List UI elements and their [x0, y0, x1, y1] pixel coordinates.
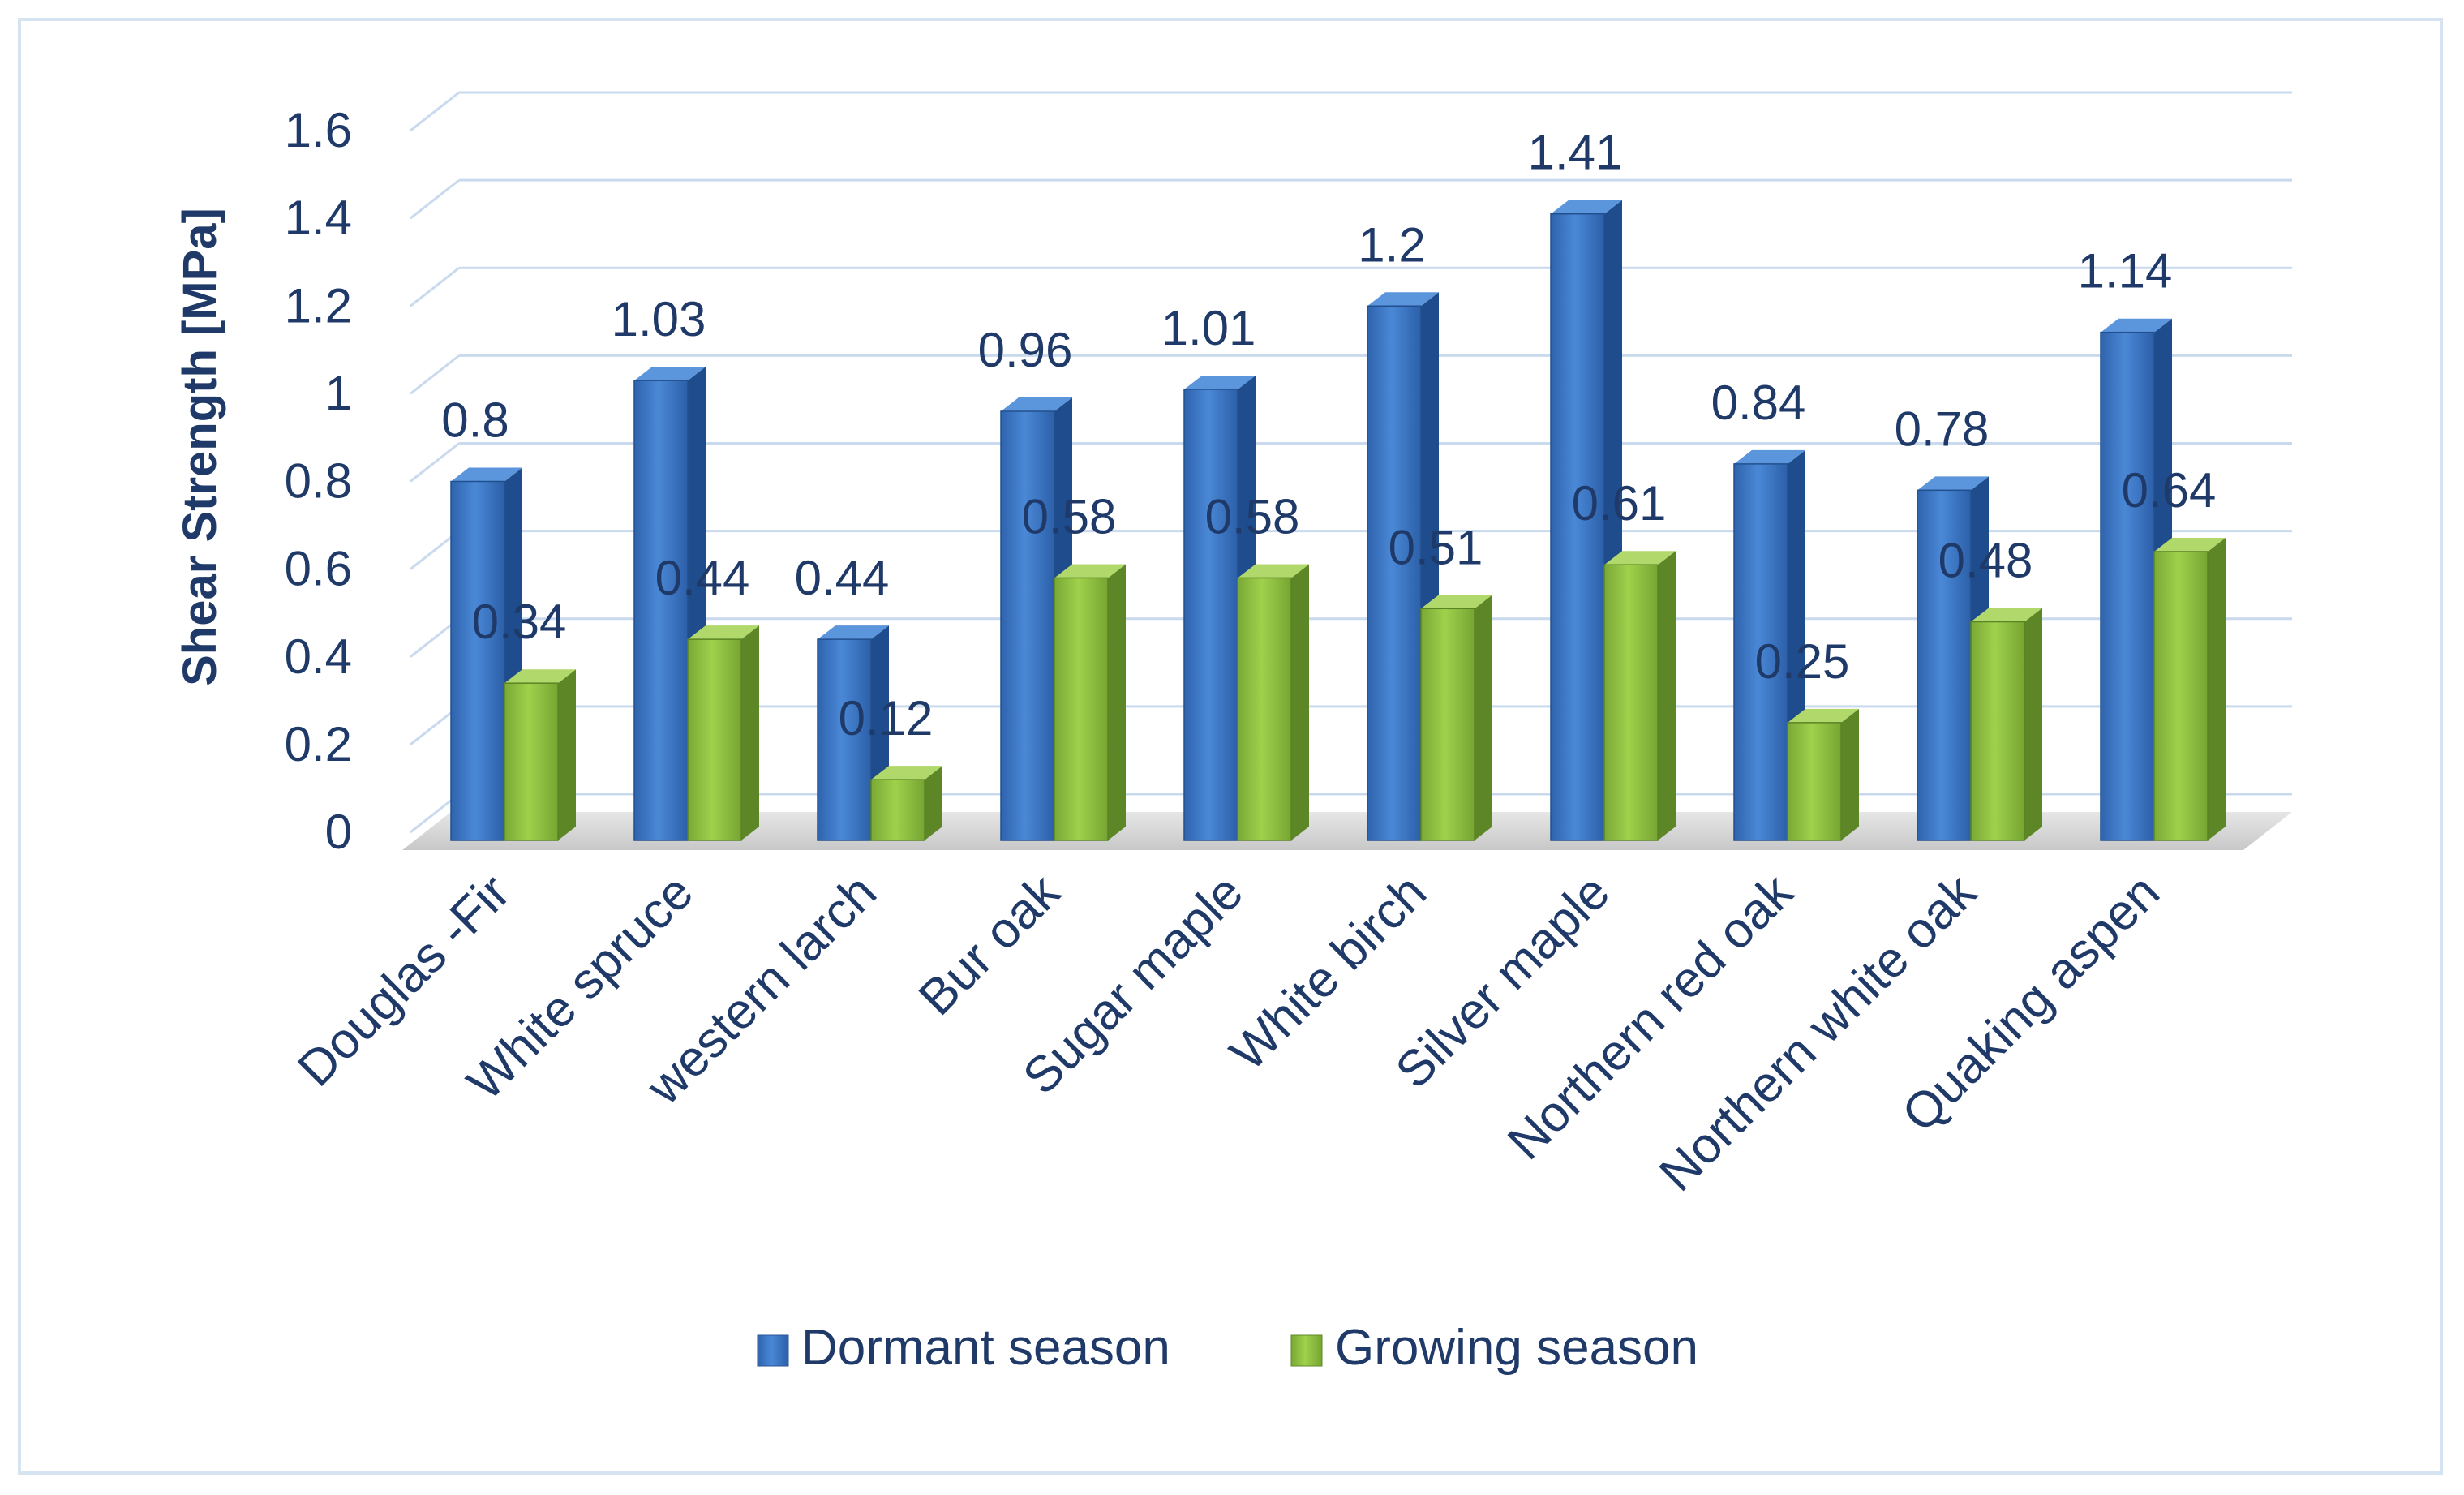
- data-label-dormant: 1.2: [1358, 217, 1425, 272]
- bar-chart: 0 0.2 0.4 0.6 0.8 1 1.2 1.4 1.6 0.8 1.03 0.44 0.96 1…: [21, 21, 2446, 1478]
- x-tick-label: Bur oak: [908, 863, 1071, 1026]
- gridline-side: [410, 180, 459, 218]
- bar-growing[interactable]: [1788, 709, 1859, 840]
- data-label-dormant: 0.78: [1895, 402, 1990, 456]
- bar-front-face: [1604, 565, 1658, 840]
- data-label-dormant: 0.84: [1711, 376, 1806, 430]
- bar-front-face: [1054, 578, 1108, 840]
- y-tick-label: 0.4: [285, 629, 352, 684]
- bar-front-face: [1971, 622, 2024, 841]
- bar-side-face: [1841, 709, 1859, 840]
- data-label-growing: 0.25: [1755, 634, 1850, 689]
- bar-growing[interactable]: [871, 766, 942, 840]
- data-label-growing: 0.34: [472, 595, 567, 649]
- data-label-growing: 0.64: [2122, 463, 2217, 518]
- data-label-dormant: 1.01: [1161, 301, 1256, 355]
- gridline-side: [410, 92, 459, 131]
- y-tick-label: 1.6: [285, 103, 352, 157]
- bar-side-face: [1291, 564, 1309, 840]
- bar-growing[interactable]: [1604, 551, 1676, 840]
- legend[interactable]: Dormant season Growing season: [758, 1320, 1698, 1376]
- data-label-growing: 0.48: [1938, 534, 2033, 588]
- bar-front-face: [1238, 578, 1291, 840]
- bar-growing[interactable]: [688, 625, 759, 840]
- data-label-growing: 0.44: [655, 551, 750, 605]
- y-axis-ticks: 0 0.2 0.4 0.6 0.8 1 1.2 1.4 1.6: [285, 103, 352, 859]
- y-tick-label: 0.6: [285, 542, 352, 596]
- bar-front-face: [2154, 552, 2208, 840]
- legend-label-growing: Growing season: [1335, 1320, 1698, 1376]
- data-label-dormant: 0.44: [795, 551, 890, 605]
- y-tick-label: 0: [325, 805, 352, 859]
- gridline-side: [410, 444, 459, 482]
- data-label-growing: 0.12: [839, 691, 934, 745]
- y-tick-label: 1: [325, 366, 352, 420]
- chart-frame: 0 0.2 0.4 0.6 0.8 1 1.2 1.4 1.6 0.8 1.03 0.44 0.96 1…: [18, 18, 2443, 1475]
- data-label-growing: 0.51: [1389, 520, 1483, 574]
- y-axis-label: Shear Strength [MPa]: [174, 208, 226, 686]
- y-tick-label: 1.4: [285, 191, 352, 245]
- data-label-dormant: 1.41: [1528, 126, 1623, 180]
- bar-growing[interactable]: [1971, 608, 2042, 841]
- bar-side-face: [1658, 551, 1676, 840]
- legend-label-dormant: Dormant season: [801, 1320, 1170, 1376]
- bar-side-face: [741, 625, 759, 840]
- bar-front-face: [504, 683, 558, 840]
- y-tick-label: 0.2: [285, 717, 352, 771]
- bar-front-face: [1788, 723, 1841, 840]
- bar-growing[interactable]: [1421, 595, 1492, 840]
- bar-front-face: [634, 380, 688, 840]
- gridline-side: [410, 268, 459, 306]
- bar-growing[interactable]: [1054, 564, 1126, 840]
- bar-front-face: [688, 639, 741, 840]
- bar-side-face: [1475, 595, 1492, 840]
- bar-growing[interactable]: [504, 669, 576, 840]
- data-label-dormant: 1.03: [612, 292, 706, 346]
- bar-front-face: [1421, 608, 1475, 840]
- data-label-growing: 0.58: [1205, 489, 1300, 543]
- bar-growing[interactable]: [2154, 538, 2226, 840]
- bar-side-face: [558, 669, 576, 840]
- bar-front-face: [871, 780, 925, 840]
- y-tick-label: 1.2: [285, 278, 352, 333]
- data-label-dormant: 1.14: [2078, 244, 2173, 299]
- legend-swatch-growing: [1291, 1335, 1322, 1366]
- bar-side-face: [1108, 564, 1126, 840]
- data-label-dormant: 0.8: [441, 393, 509, 448]
- data-label-growing: 0.58: [1022, 489, 1117, 543]
- legend-swatch-dormant: [758, 1335, 788, 1366]
- data-label-dormant: 0.96: [978, 323, 1073, 377]
- bar-front-face: [2101, 333, 2154, 840]
- bar-front-face: [1184, 389, 1238, 840]
- data-label-growing: 0.61: [1572, 476, 1667, 531]
- y-tick-label: 0.8: [285, 454, 352, 509]
- gridline-side: [410, 355, 459, 393]
- bar-growing[interactable]: [1238, 564, 1309, 840]
- bar-side-face: [2208, 538, 2226, 840]
- bar-side-face: [2024, 608, 2042, 841]
- bar-front-face: [1001, 411, 1054, 840]
- bar-front-face: [451, 482, 504, 841]
- bars: [451, 200, 2226, 840]
- x-tick-label: Northern white oak: [1649, 863, 1987, 1201]
